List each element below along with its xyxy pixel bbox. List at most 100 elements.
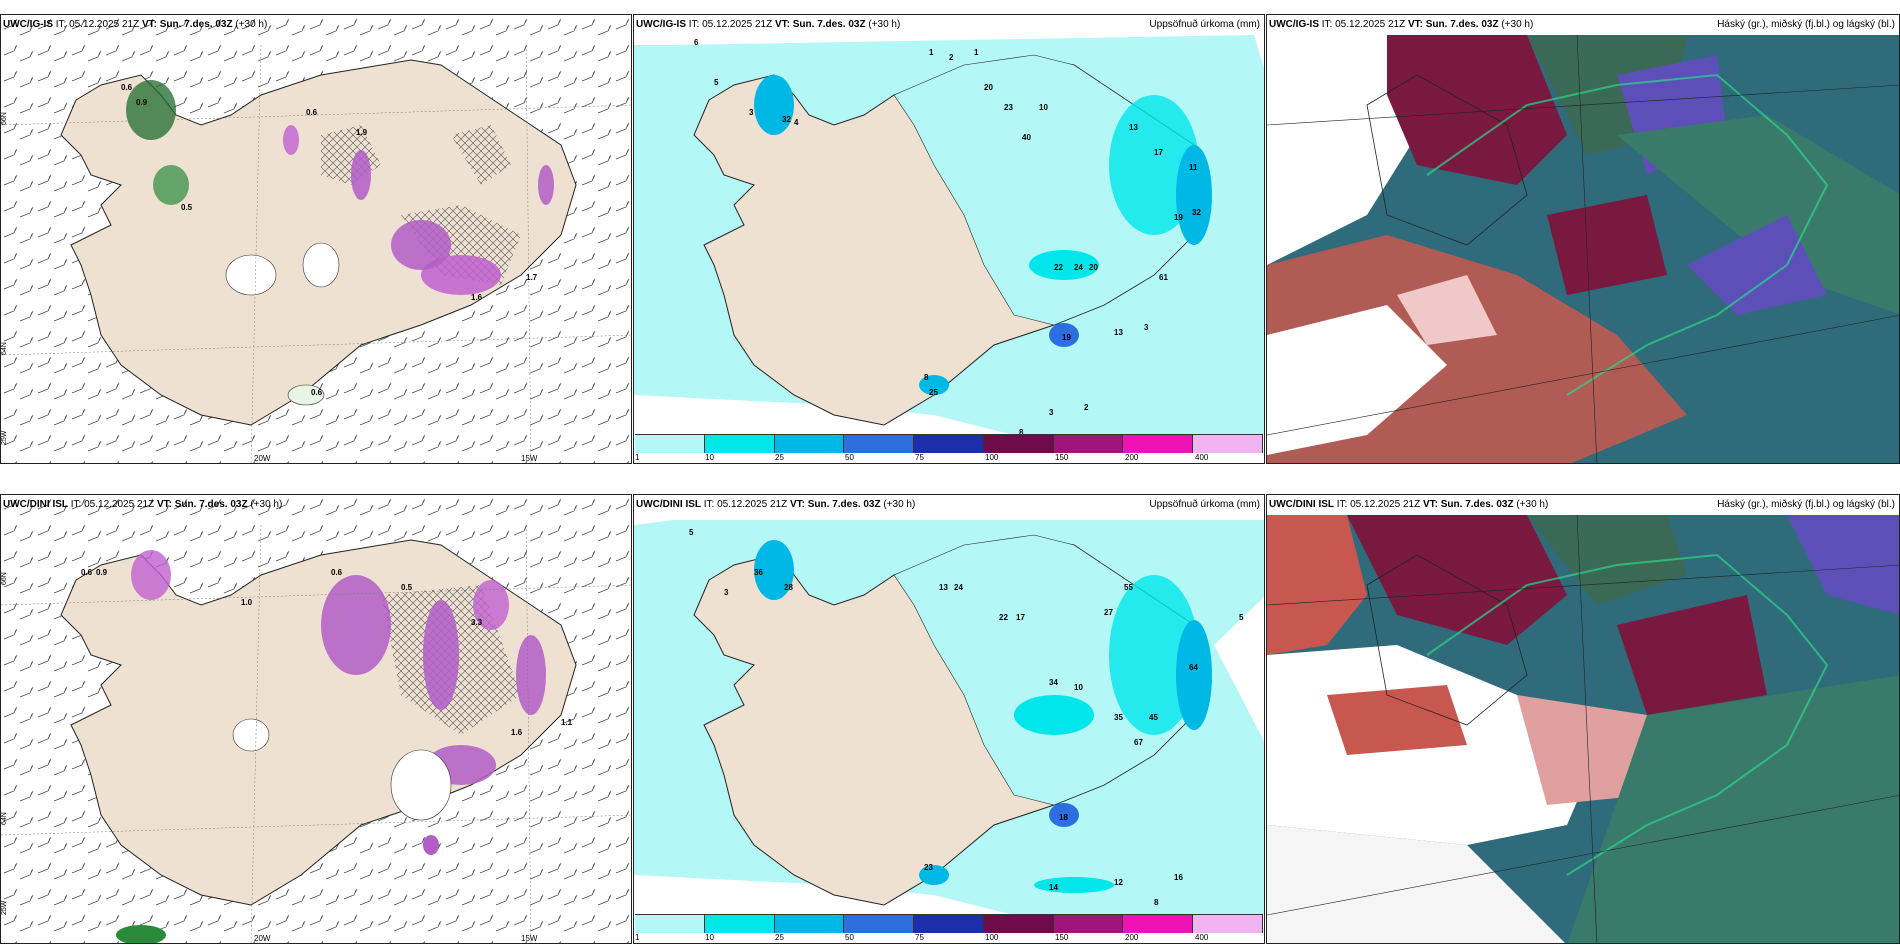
svg-text:22: 22 bbox=[999, 613, 1008, 622]
wind-map-bottom: 0.6 0.9 1.0 0.5 0.6 3.3 1.6 1.1 bbox=[1, 495, 631, 943]
svg-text:10: 10 bbox=[1074, 683, 1083, 692]
precip-map-top: 6 5 3 4 32 1 2 1 20 23 40 10 13 17 11 19… bbox=[634, 15, 1264, 435]
svg-text:17: 17 bbox=[1016, 613, 1025, 622]
svg-text:22: 22 bbox=[1054, 263, 1063, 272]
lon-label: 20W bbox=[254, 454, 271, 463]
svg-text:55: 55 bbox=[1124, 583, 1133, 592]
cloud-map-top bbox=[1267, 34, 1899, 463]
svg-text:11: 11 bbox=[1189, 163, 1198, 172]
panel-top-wind: UWC/IG-IS IT: 05.12.2025 21Z VT: Sun. 7.… bbox=[0, 14, 632, 464]
svg-text:19: 19 bbox=[1062, 333, 1071, 342]
svg-text:3: 3 bbox=[1049, 408, 1054, 417]
lat-label: 66N bbox=[1, 572, 8, 585]
precip-title: Uppsöfnuð úrkoma (mm) bbox=[1149, 19, 1260, 30]
header-top-precip: UWC/IG-IS IT: 05.12.2025 21Z VT: Sun. 7.… bbox=[636, 19, 901, 30]
panel-top-cloud: UWC/IG-IS IT: 05.12.2025 21Z VT: Sun. 7.… bbox=[1266, 14, 1900, 464]
lon-label: 20W bbox=[254, 934, 271, 943]
svg-text:14: 14 bbox=[1049, 883, 1058, 892]
lat-label: 25W bbox=[1, 430, 8, 445]
svg-text:0.6: 0.6 bbox=[306, 108, 318, 117]
svg-text:0.6: 0.6 bbox=[121, 83, 133, 92]
precip-colorbar bbox=[635, 914, 1264, 933]
svg-text:13: 13 bbox=[1129, 123, 1138, 132]
svg-text:35: 35 bbox=[1114, 713, 1123, 722]
cloud-title: Háský (gr.), miðský (fj.bl.) og lágský (… bbox=[1717, 19, 1895, 30]
svg-text:13: 13 bbox=[939, 583, 948, 592]
svg-text:18: 18 bbox=[1059, 813, 1068, 822]
svg-text:20: 20 bbox=[984, 83, 993, 92]
svg-text:8: 8 bbox=[924, 373, 929, 382]
lat-label: 66N bbox=[1, 112, 8, 125]
precip-colorbar bbox=[635, 434, 1264, 453]
svg-text:0.6: 0.6 bbox=[331, 568, 343, 577]
header-top-cloud: UWC/IG-IS IT: 05.12.2025 21Z VT: Sun. 7.… bbox=[1269, 19, 1534, 30]
svg-text:36: 36 bbox=[754, 568, 763, 577]
svg-text:25: 25 bbox=[929, 388, 938, 397]
svg-text:23: 23 bbox=[1004, 103, 1013, 112]
svg-text:1: 1 bbox=[974, 48, 979, 57]
svg-text:1.9: 1.9 bbox=[356, 128, 368, 137]
svg-text:8: 8 bbox=[1154, 898, 1159, 907]
svg-text:61: 61 bbox=[1159, 273, 1168, 282]
precip-map-bottom: 5 3 36 28 13 24 22 17 55 27 34 10 35 45 … bbox=[634, 495, 1264, 915]
svg-text:1: 1 bbox=[929, 48, 934, 57]
svg-text:1.0: 1.0 bbox=[241, 598, 253, 607]
svg-text:4: 4 bbox=[794, 118, 799, 127]
svg-text:6: 6 bbox=[694, 38, 699, 47]
header-bottom-cloud: UWC/DINI ISL IT: 05.12.2025 21Z VT: Sun.… bbox=[1269, 499, 1549, 510]
colorbar-ticks: 1 10 25 50 75 100 150 200 400 bbox=[635, 453, 1209, 462]
svg-text:2: 2 bbox=[949, 53, 954, 62]
panel-bottom-wind: UWC/DINI ISL IT: 05.12.2025 21Z VT: Sun.… bbox=[0, 494, 632, 944]
svg-text:64: 64 bbox=[1189, 663, 1198, 672]
svg-text:40: 40 bbox=[1022, 133, 1031, 142]
svg-text:19: 19 bbox=[1174, 213, 1183, 222]
svg-text:1.6: 1.6 bbox=[511, 728, 523, 737]
svg-text:24: 24 bbox=[954, 583, 963, 592]
svg-text:8: 8 bbox=[1019, 428, 1024, 435]
svg-text:24: 24 bbox=[1074, 263, 1083, 272]
lon-label: 15W bbox=[521, 934, 538, 943]
lon-label: 15W bbox=[521, 454, 538, 463]
svg-text:5: 5 bbox=[689, 528, 694, 537]
svg-text:13: 13 bbox=[1114, 328, 1123, 337]
svg-text:32: 32 bbox=[782, 115, 791, 124]
svg-text:10: 10 bbox=[1039, 103, 1048, 112]
lat-label: 64N bbox=[1, 812, 8, 825]
svg-text:34: 34 bbox=[1049, 678, 1058, 687]
svg-text:1.6: 1.6 bbox=[471, 293, 483, 302]
lat-label: 64N bbox=[1, 342, 8, 355]
header-bottom-wind: UWC/DINI ISL IT: 05.12.2025 21Z VT: Sun.… bbox=[3, 499, 283, 510]
cloud-title: Háský (gr.), miðský (fj.bl.) og lágský (… bbox=[1717, 499, 1895, 510]
svg-text:45: 45 bbox=[1149, 713, 1158, 722]
svg-text:5: 5 bbox=[1239, 613, 1244, 622]
svg-text:28: 28 bbox=[784, 583, 793, 592]
svg-text:12: 12 bbox=[1114, 878, 1123, 887]
header-bottom-precip: UWC/DINI ISL IT: 05.12.2025 21Z VT: Sun.… bbox=[636, 499, 916, 510]
panel-top-precip: UWC/IG-IS IT: 05.12.2025 21Z VT: Sun. 7.… bbox=[633, 14, 1265, 464]
header-top-wind: UWC/IG-IS IT: 05.12.2025 21Z VT: Sun. 7.… bbox=[3, 19, 268, 30]
svg-text:5: 5 bbox=[714, 78, 719, 87]
svg-text:2: 2 bbox=[1084, 403, 1089, 412]
svg-text:16: 16 bbox=[1174, 873, 1183, 882]
svg-text:0.9: 0.9 bbox=[96, 568, 108, 577]
svg-text:0.6: 0.6 bbox=[311, 388, 323, 397]
svg-text:67: 67 bbox=[1134, 738, 1143, 747]
panel-bottom-cloud: UWC/DINI ISL IT: 05.12.2025 21Z VT: Sun.… bbox=[1266, 494, 1900, 944]
svg-text:3: 3 bbox=[1144, 323, 1149, 332]
svg-text:3: 3 bbox=[724, 588, 729, 597]
svg-text:32: 32 bbox=[1192, 208, 1201, 217]
cloud-map-bottom bbox=[1267, 514, 1899, 943]
wind-map-top: 0.6 0.9 0.5 0.6 1.9 1.7 1.6 0.6 bbox=[1, 15, 631, 463]
svg-text:20: 20 bbox=[1089, 263, 1098, 272]
svg-text:1.1: 1.1 bbox=[561, 718, 573, 727]
colorbar-ticks: 1 10 25 50 75 100 150 200 400 bbox=[635, 933, 1209, 942]
iceland-land bbox=[60, 59, 577, 426]
precip-title: Uppsöfnuð úrkoma (mm) bbox=[1149, 499, 1260, 510]
svg-text:3.3: 3.3 bbox=[471, 618, 483, 627]
svg-text:23: 23 bbox=[924, 863, 933, 872]
svg-text:1.7: 1.7 bbox=[526, 273, 538, 282]
svg-text:0.6: 0.6 bbox=[81, 568, 93, 577]
svg-text:27: 27 bbox=[1104, 608, 1113, 617]
svg-text:3: 3 bbox=[749, 108, 754, 117]
svg-text:0.5: 0.5 bbox=[401, 583, 413, 592]
